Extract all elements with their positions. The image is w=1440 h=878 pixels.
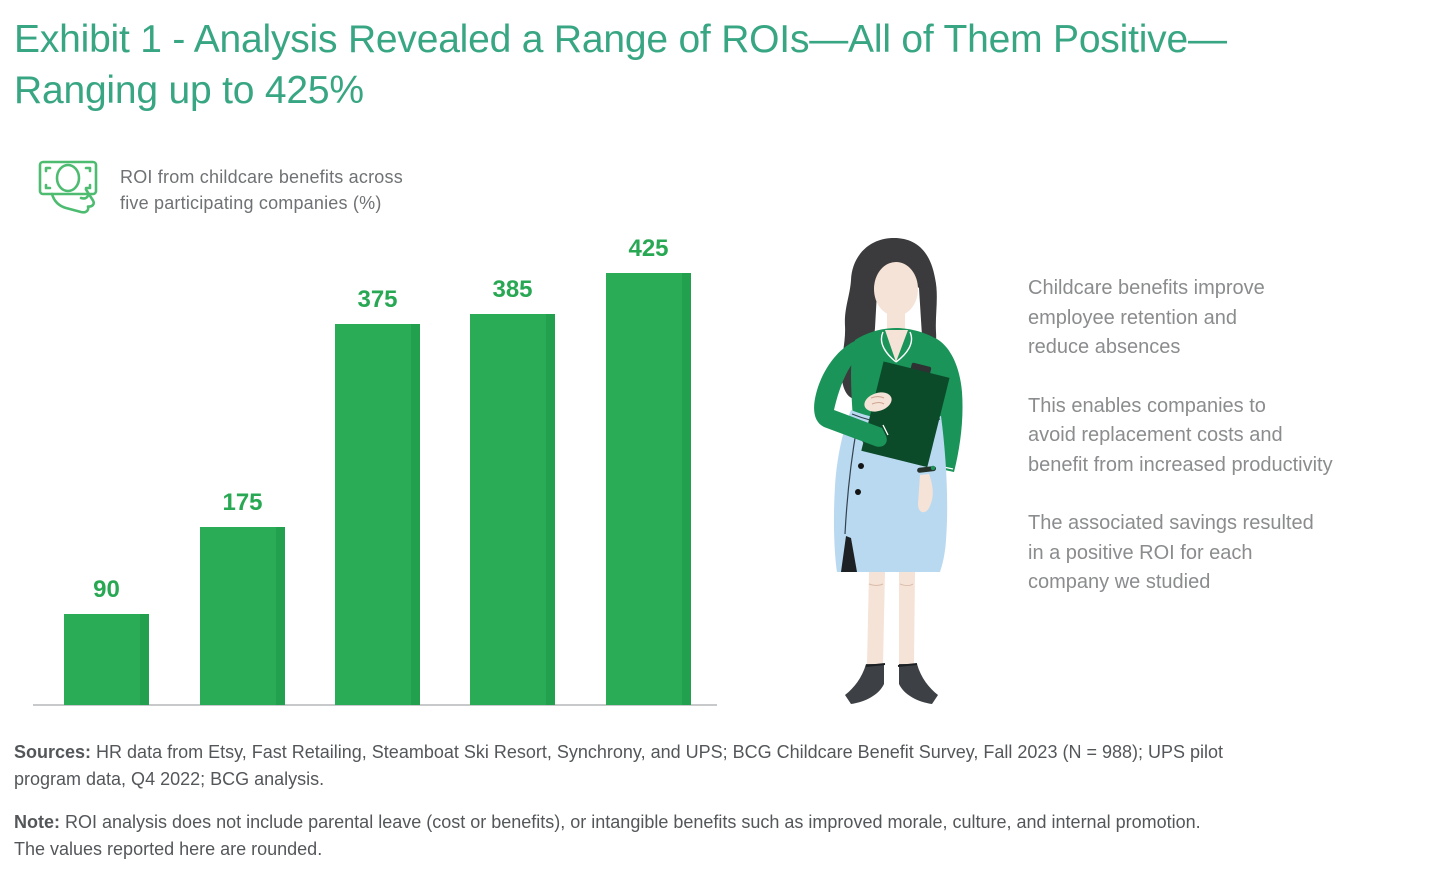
bar <box>64 614 149 705</box>
note-label: Note: <box>14 812 60 832</box>
bar-value-label: 90 <box>93 576 120 603</box>
bar <box>470 314 555 705</box>
bar-value-label: 425 <box>628 235 669 262</box>
note-text: ROI analysis does not include parental l… <box>14 812 1201 859</box>
woman-with-clipboard-illustration <box>793 234 993 717</box>
bar-value-label: 375 <box>357 286 398 313</box>
insight-paragraph: The associated savings resulted in a pos… <box>1028 512 1314 593</box>
sources-text: HR data from Etsy, Fast Retailing, Steam… <box>14 742 1224 789</box>
exhibit-title: Exhibit 1 - Analysis Revealed a Range of… <box>14 18 1227 112</box>
note-paragraph: Note: ROI analysis does not include pare… <box>14 809 1409 863</box>
chart-subtitle: ROI from childcare benefits across five … <box>120 167 403 213</box>
sources-label: Sources: <box>14 742 92 762</box>
insight-paragraph: This enables companies to avoid replacem… <box>1028 394 1333 476</box>
insight-paragraph: Childcare benefits improve employee rete… <box>1028 277 1265 358</box>
bar-value-label: 175 <box>222 489 263 516</box>
insights-column: Childcare benefits improve employee rete… <box>1028 274 1428 627</box>
money-in-hand-icon <box>36 158 108 225</box>
footer: Sources: HR data from Etsy, Fast Retaili… <box>14 739 1409 863</box>
bar <box>606 273 691 705</box>
chart-baseline <box>33 704 717 706</box>
sources-paragraph: Sources: HR data from Etsy, Fast Retaili… <box>14 739 1409 793</box>
bar <box>335 324 420 705</box>
bar-value-label: 385 <box>492 276 533 303</box>
bar <box>200 527 285 705</box>
